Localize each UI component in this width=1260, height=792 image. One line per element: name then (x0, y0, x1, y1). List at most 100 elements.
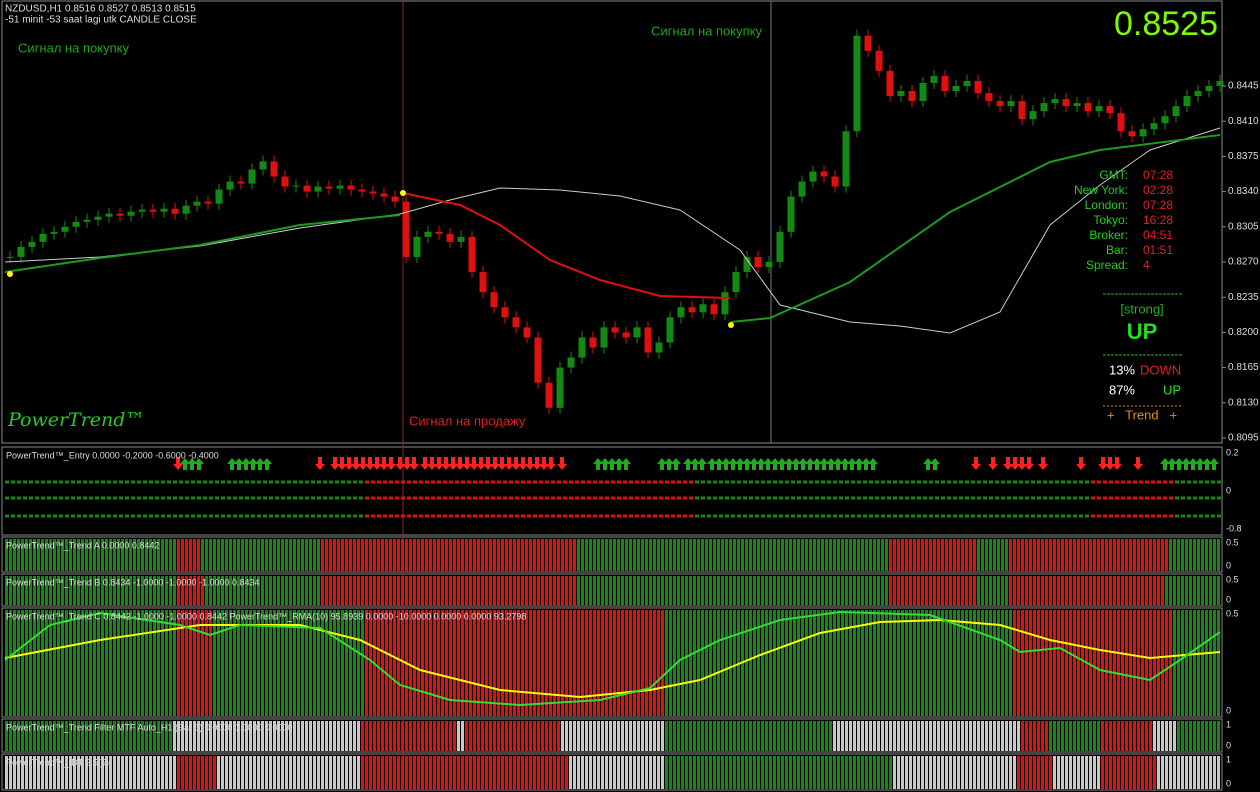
indicator-bar (1037, 756, 1040, 789)
indicator-bar (1053, 539, 1056, 571)
entry-dash (665, 496, 669, 500)
pane-axis-label: 0.5 (1226, 608, 1239, 618)
indicator-bar (881, 721, 884, 751)
entry-dash (569, 496, 573, 500)
indicator-bar (1161, 721, 1164, 751)
indicator-bar (805, 756, 808, 789)
entry-dash (293, 514, 297, 518)
indicator-bar (1053, 610, 1056, 716)
indicator-bar (161, 721, 164, 751)
entry-dash (269, 480, 273, 484)
indicator-bar (841, 576, 844, 605)
indicator-bar (753, 610, 756, 716)
indicator-bar (541, 721, 544, 751)
entry-dash (1103, 496, 1107, 500)
entry-dash (1085, 480, 1089, 484)
indicator-bar (1029, 610, 1032, 716)
indicator-bar (853, 576, 856, 605)
indicator-bar (1141, 539, 1144, 571)
indicator-bar (1137, 721, 1140, 751)
indicator-bar (617, 539, 620, 571)
pane-axis-label: 0.5 (1226, 537, 1239, 547)
entry-dash (173, 496, 177, 500)
indicator-bar (1009, 756, 1012, 789)
entry-dash (821, 496, 825, 500)
indicator-bar (549, 756, 552, 789)
indicator-bar (893, 756, 896, 789)
entry-dash (1151, 480, 1155, 484)
indicator-bar (769, 576, 772, 605)
indicator-bar (405, 756, 408, 789)
indicator-bar (473, 576, 476, 605)
indicator-bar (273, 539, 276, 571)
entry-dash (779, 480, 783, 484)
indicator-bar (13, 756, 16, 789)
up-arrow (194, 458, 204, 470)
up-arrow (255, 458, 265, 470)
down-arrow (497, 457, 507, 470)
indicator-bar (1213, 576, 1216, 605)
entry-dash (1091, 496, 1095, 500)
candle (369, 191, 377, 194)
indicator-bar (1033, 721, 1036, 751)
indicator-bar (1161, 756, 1164, 789)
entry-dash (617, 496, 621, 500)
entry-dash (1217, 480, 1221, 484)
indicator-bar (197, 721, 200, 751)
candle (1007, 101, 1015, 107)
indicator-bar (321, 576, 324, 605)
indicator-bar (953, 576, 956, 605)
indicator-bar (541, 756, 544, 789)
indicator-bar (989, 610, 992, 716)
entry-dash (605, 514, 609, 518)
indicator-bar (101, 756, 104, 789)
indicator-bar (889, 610, 892, 716)
indicator-bar (269, 539, 272, 571)
indicator-bar (321, 610, 324, 716)
indicator-bar (513, 756, 516, 789)
indicator-bar (641, 756, 644, 789)
indicator-bar (317, 756, 320, 789)
indicator-bar (897, 610, 900, 716)
indicator-bar (801, 576, 804, 605)
indicator-bar (1101, 576, 1104, 605)
entry-dash (17, 480, 21, 484)
indicator-bar (1173, 756, 1176, 789)
entry-dash (863, 496, 867, 500)
indicator-bar (1013, 721, 1016, 751)
indicator-bar (309, 610, 312, 716)
indicator-bar (253, 756, 256, 789)
indicator-bar (61, 539, 64, 571)
indicator-bar (241, 539, 244, 571)
candle (952, 86, 960, 92)
indicator-bar (981, 610, 984, 716)
indicator-bar (369, 721, 372, 751)
indicator-bar (637, 756, 640, 789)
entry-dash (383, 514, 387, 518)
indicator-bar (661, 576, 664, 605)
indicator-bar (21, 756, 24, 789)
indicator-bar (429, 539, 432, 571)
indicator-bar (649, 756, 652, 789)
indicator-bar (229, 539, 232, 571)
indicator-bar (385, 756, 388, 789)
indicator-bar (1057, 576, 1060, 605)
indicator-bar (993, 610, 996, 716)
indicator-bar (389, 539, 392, 571)
indicator-bar (1201, 721, 1204, 751)
indicator-bar (261, 576, 264, 605)
indicator-bar (977, 756, 980, 789)
entry-dash (11, 496, 15, 500)
entry-dash (647, 480, 651, 484)
indicator-bar (205, 610, 208, 716)
indicator-bar (149, 539, 152, 571)
indicator-bar (749, 539, 752, 571)
indicator-bar (1121, 756, 1124, 789)
entry-dash (233, 480, 237, 484)
candle (479, 272, 487, 293)
candle (622, 332, 630, 338)
entry-dash (863, 480, 867, 484)
indicator-bar (61, 576, 64, 605)
indicator-bar (629, 576, 632, 605)
